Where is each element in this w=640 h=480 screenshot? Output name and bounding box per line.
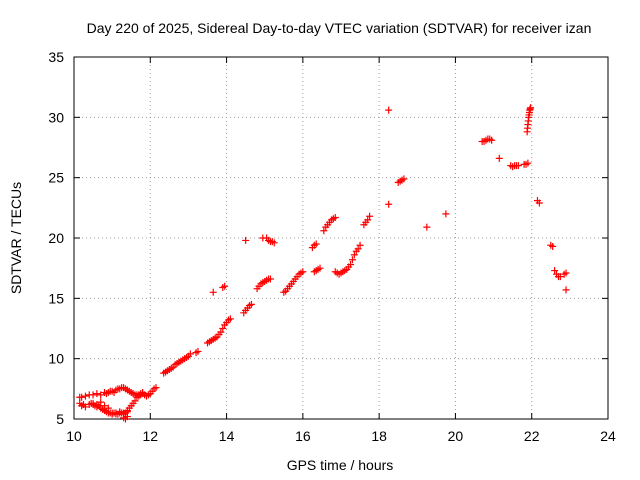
data-point [535, 199, 543, 207]
data-point [226, 315, 234, 323]
x-tick-label: 14 [219, 428, 235, 444]
x-tick-label: 18 [371, 428, 387, 444]
data-point [524, 159, 532, 167]
data-point [209, 288, 217, 296]
data-point [514, 162, 522, 170]
data-point [551, 267, 559, 275]
data-point [266, 275, 274, 283]
data-point [104, 404, 112, 412]
data-point [97, 398, 105, 406]
data-point [101, 402, 109, 410]
data-point [299, 268, 307, 276]
data-point [348, 256, 356, 264]
data-point [354, 245, 362, 253]
x-tick-label: 10 [66, 428, 82, 444]
x-tick-label: 22 [524, 428, 540, 444]
data-point [356, 241, 364, 249]
x-tick-label: 16 [295, 428, 311, 444]
data-point [385, 106, 393, 114]
x-tick-label: 20 [448, 428, 464, 444]
data-point [400, 175, 408, 183]
x-axis-label: GPS time / hours [287, 457, 394, 473]
data-point [81, 403, 89, 411]
data-point [527, 104, 535, 112]
data-point [81, 392, 89, 400]
data-point [320, 227, 328, 235]
data-point [93, 401, 101, 409]
data-point [194, 347, 202, 355]
x-tick-label: 12 [142, 428, 158, 444]
data-point [423, 223, 431, 231]
data-point [562, 286, 570, 294]
data-point [316, 264, 324, 272]
data-point [495, 154, 503, 162]
data-point [350, 251, 358, 259]
data-point [123, 413, 131, 421]
data-point [89, 391, 97, 399]
y-axis-label: SDTVAR / TECUs [8, 182, 24, 294]
data-point [219, 325, 227, 332]
data-point [139, 390, 147, 398]
data-point [247, 300, 255, 308]
data-point [131, 397, 139, 405]
data-point [556, 273, 564, 281]
data-point [562, 269, 570, 277]
data-point [242, 236, 250, 244]
y-tick-label: 15 [48, 290, 64, 306]
data-point [93, 390, 101, 398]
data-point [488, 136, 496, 144]
data-point [385, 200, 393, 208]
x-tick-label: 24 [600, 428, 616, 444]
data-point [217, 328, 225, 336]
y-tick-label: 10 [48, 351, 64, 367]
y-tick-label: 20 [48, 230, 64, 246]
y-tick-label: 30 [48, 109, 64, 125]
chart-title: Day 220 of 2025, Sidereal Day-to-day VTE… [87, 20, 592, 36]
data-point [331, 213, 339, 221]
y-tick-label: 25 [48, 170, 64, 186]
data-point [312, 240, 320, 248]
data-points [76, 104, 570, 423]
data-point [89, 399, 97, 407]
data-point [549, 242, 557, 250]
data-point [347, 261, 355, 269]
data-point [364, 216, 372, 224]
y-tick-label: 35 [48, 49, 64, 65]
data-point [366, 212, 374, 220]
grid-lines [74, 57, 608, 419]
data-point [442, 210, 450, 218]
data-point [270, 239, 278, 247]
data-point [97, 391, 105, 399]
data-point [221, 282, 229, 290]
data-point [152, 384, 160, 392]
data-point [186, 350, 194, 358]
data-point [76, 393, 84, 401]
y-tick-label: 5 [56, 411, 64, 427]
data-point [112, 410, 120, 418]
data-point [108, 409, 116, 417]
